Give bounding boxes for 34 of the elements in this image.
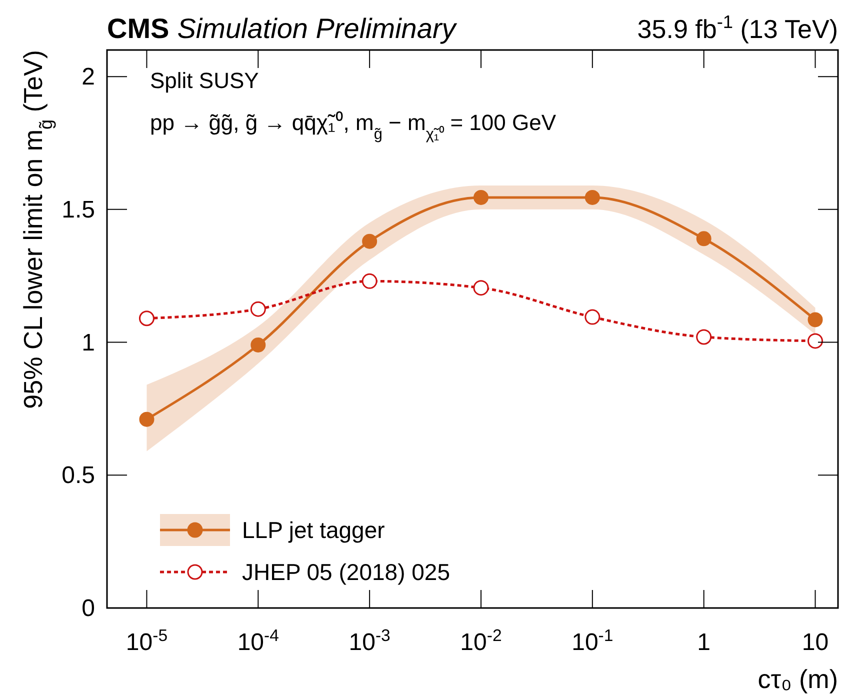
y-tick-label: 0 xyxy=(82,595,95,622)
x-tick-label: 1 xyxy=(697,629,711,656)
point xyxy=(139,412,154,427)
point xyxy=(362,234,378,249)
point xyxy=(808,312,823,328)
chart-title: CMS xyxy=(107,13,170,44)
text: 35.9 fb$^{-1}$ (13 TeV) xyxy=(637,12,838,44)
x-tick-label: 10 xyxy=(802,629,829,656)
chart-subtitle: Simulation Preliminary xyxy=(177,13,458,44)
y-tick-label: 0.5 xyxy=(62,462,95,490)
point xyxy=(473,190,488,205)
x-tick-label: 10$^{-4}$ xyxy=(237,626,279,656)
point xyxy=(696,329,712,345)
legend-label: LLP jet tagger xyxy=(242,517,386,543)
point xyxy=(250,337,266,352)
point xyxy=(473,280,489,296)
point xyxy=(362,273,378,289)
y-tick-label: 2 xyxy=(82,64,95,91)
x-axis-title: cτ₀ (m) xyxy=(758,664,838,694)
y-tick-label: 1.5 xyxy=(62,196,95,224)
x-tick-label: 10$^{-5}$ xyxy=(126,626,168,656)
point xyxy=(250,301,266,317)
x-tick-label: 10$^{-3}$ xyxy=(348,626,390,656)
x-tick-label: 10$^{-1}$ xyxy=(572,626,614,656)
point xyxy=(808,333,824,349)
annotation: pp → g̃g̃, g̃ → qq̄χ̃₁⁰, m$_{g̃}$ − m$_{χ̃₁⁰}$ = 100 GeV xyxy=(150,110,556,142)
point xyxy=(696,231,712,246)
point xyxy=(584,190,600,205)
point xyxy=(584,309,600,325)
point xyxy=(138,310,154,326)
x-tick-label: 10$^{-2}$ xyxy=(460,626,502,656)
annotation: Split SUSY xyxy=(150,68,260,93)
y-tick-label: 1 xyxy=(82,329,95,356)
legend-label: JHEP 05 (2018) 025 xyxy=(242,559,450,585)
